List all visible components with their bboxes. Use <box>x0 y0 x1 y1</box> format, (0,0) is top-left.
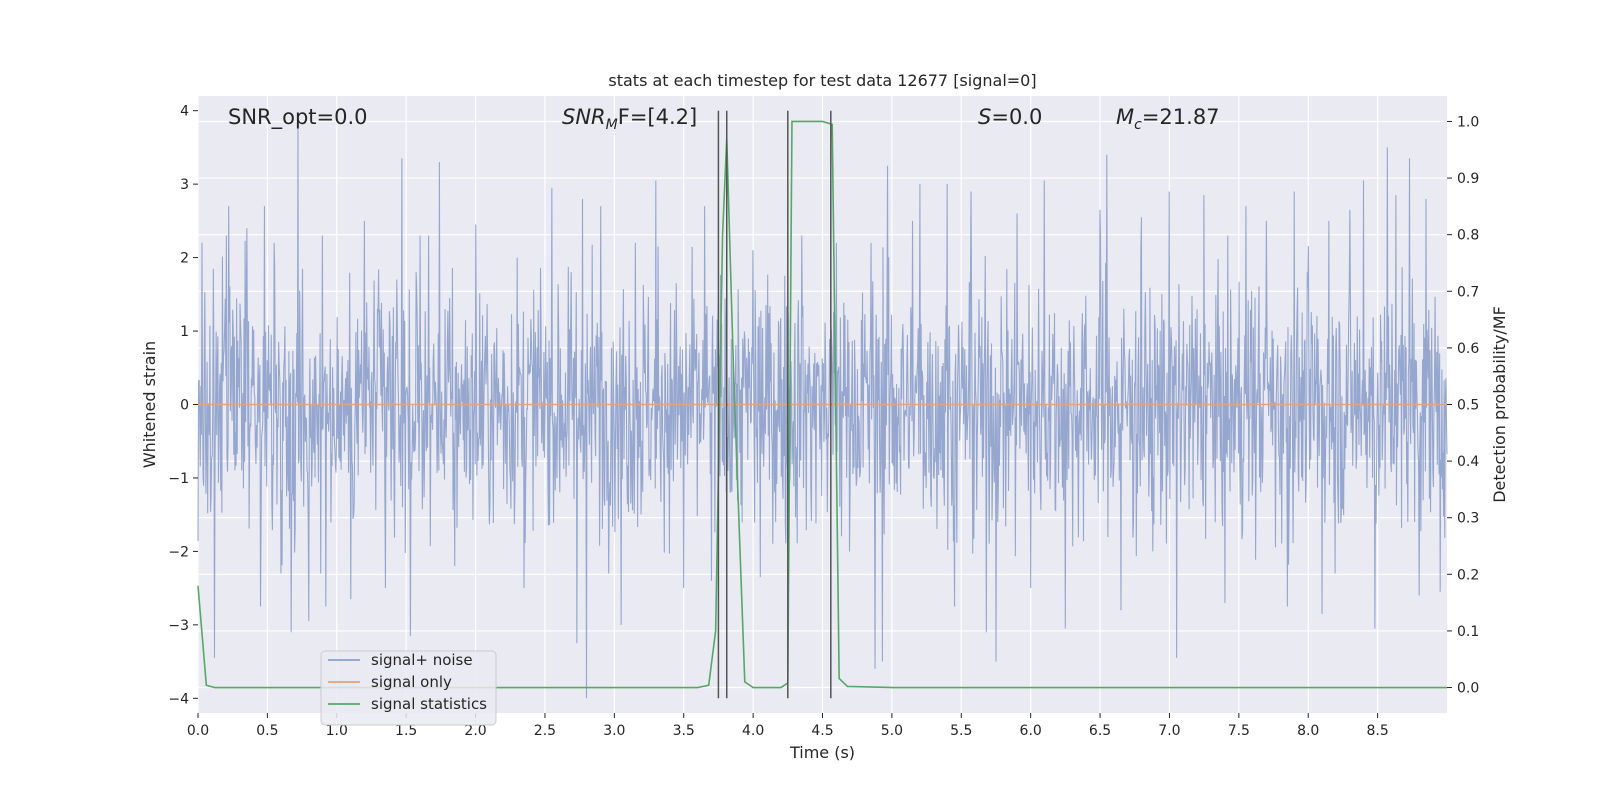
noise-trace <box>197 125 1448 699</box>
y2-tick-label-9: 0.9 <box>1457 171 1479 187</box>
legend-label-signal-statistics: signal statistics <box>371 695 487 713</box>
annotation-s-main: S <box>978 105 991 129</box>
x-axis-ticks: 0.0 0.5 1.0 1.5 2.0 2.5 3.0 3.5 4.0 4.5 5.0 5.5 6.0 6… <box>187 713 1389 739</box>
y2-tick-label-10: 1.0 <box>1457 114 1479 130</box>
annotation-mc-sub: c <box>1134 117 1142 133</box>
y2-tick-label-2: 0.2 <box>1457 567 1479 583</box>
x-axis-label: Time (s) <box>789 743 855 762</box>
x-tick-label-7: 3.5 <box>673 723 695 739</box>
y-tick-label-0: −4 <box>168 691 189 707</box>
legend: signal+ noise signal only signal statist… <box>320 650 497 726</box>
y-tick-label-6: 2 <box>180 251 189 267</box>
y2-tick-label-4: 0.4 <box>1457 454 1479 470</box>
x-tick-label-6: 3.0 <box>603 723 625 739</box>
y2-axis-label: Detection probability/MF <box>1490 306 1509 503</box>
annotation-snr-opt: SNR_opt=0.0 <box>228 105 368 130</box>
annotation-s: S=0.0 <box>978 105 1042 129</box>
y-axis-label: Whitened strain <box>140 341 159 468</box>
y-tick-label-7: 3 <box>180 177 189 193</box>
x-tick-label-5: 2.5 <box>534 723 556 739</box>
y2-tick-label-3: 0.3 <box>1457 511 1479 527</box>
chart-title: stats at each timestep for test data 126… <box>608 71 1036 90</box>
y2-tick-label-6: 0.6 <box>1457 341 1479 357</box>
y-axis-ticks: −4 −3 −2 −1 0 1 2 3 4 <box>168 104 198 707</box>
x-tick-label-17: 8.5 <box>1366 723 1388 739</box>
x-tick-label-15: 7.5 <box>1228 723 1250 739</box>
annotation-snr-mf: SNRMF=[4.2] <box>562 105 697 133</box>
signal-statistics-line <box>197 120 1447 689</box>
annotation-mc-rest: =21.87 <box>1142 105 1220 129</box>
x-tick-label-1: 0.5 <box>256 723 278 739</box>
series-signal-plus-noise <box>197 125 1448 699</box>
legend-label-signal-plus-noise: signal+ noise <box>371 651 473 669</box>
series-lines <box>197 120 1447 689</box>
x-tick-label-16: 8.0 <box>1297 723 1319 739</box>
legend-box <box>320 650 497 726</box>
x-tick-label-13: 6.5 <box>1089 723 1111 739</box>
y-tick-label-3: −1 <box>168 471 189 487</box>
x-tick-label-3: 1.5 <box>395 723 417 739</box>
annotation-mc: Mc=21.87 <box>1116 105 1220 133</box>
vertical-markers <box>717 110 832 699</box>
x-tick-label-8: 4.0 <box>742 723 764 739</box>
x-tick-label-2: 1.0 <box>326 723 348 739</box>
y2-tick-label-8: 0.8 <box>1457 228 1479 244</box>
x-tick-label-4: 2.0 <box>464 723 486 739</box>
y-tick-label-8: 4 <box>180 104 189 120</box>
y-tick-label-4: 0 <box>180 398 189 414</box>
y2-tick-label-7: 0.7 <box>1457 284 1479 300</box>
annotation-snr-mf-sub: M <box>606 117 618 133</box>
x-tick-label-12: 6.0 <box>1020 723 1042 739</box>
y2-tick-label-5: 0.5 <box>1457 398 1479 414</box>
annotation-snr-mf-main: SNR <box>562 105 606 129</box>
y2-axis-ticks: 0.0 0.1 0.2 0.3 0.4 0.5 0.6 0.7 0.8 0.9 1.0 <box>1447 114 1479 697</box>
y2-tick-label-1: 0.1 <box>1457 624 1479 640</box>
annotation-snr-mf-rest: F=[4.2] <box>618 105 697 129</box>
y-tick-label-1: −3 <box>168 618 189 634</box>
legend-label-signal-only: signal only <box>371 673 452 691</box>
x-tick-label-14: 7.0 <box>1158 723 1180 739</box>
x-tick-label-11: 5.5 <box>950 723 972 739</box>
annotation-s-rest: =0.0 <box>991 105 1042 129</box>
x-tick-label-0: 0.0 <box>187 723 209 739</box>
y2-tick-label-0: 0.0 <box>1457 681 1479 697</box>
y-tick-label-2: −2 <box>168 544 189 560</box>
annotation-mc-main: M <box>1116 105 1134 129</box>
x-tick-label-9: 4.5 <box>811 723 833 739</box>
x-tick-label-10: 5.0 <box>881 723 903 739</box>
y-tick-label-5: 1 <box>180 324 189 340</box>
